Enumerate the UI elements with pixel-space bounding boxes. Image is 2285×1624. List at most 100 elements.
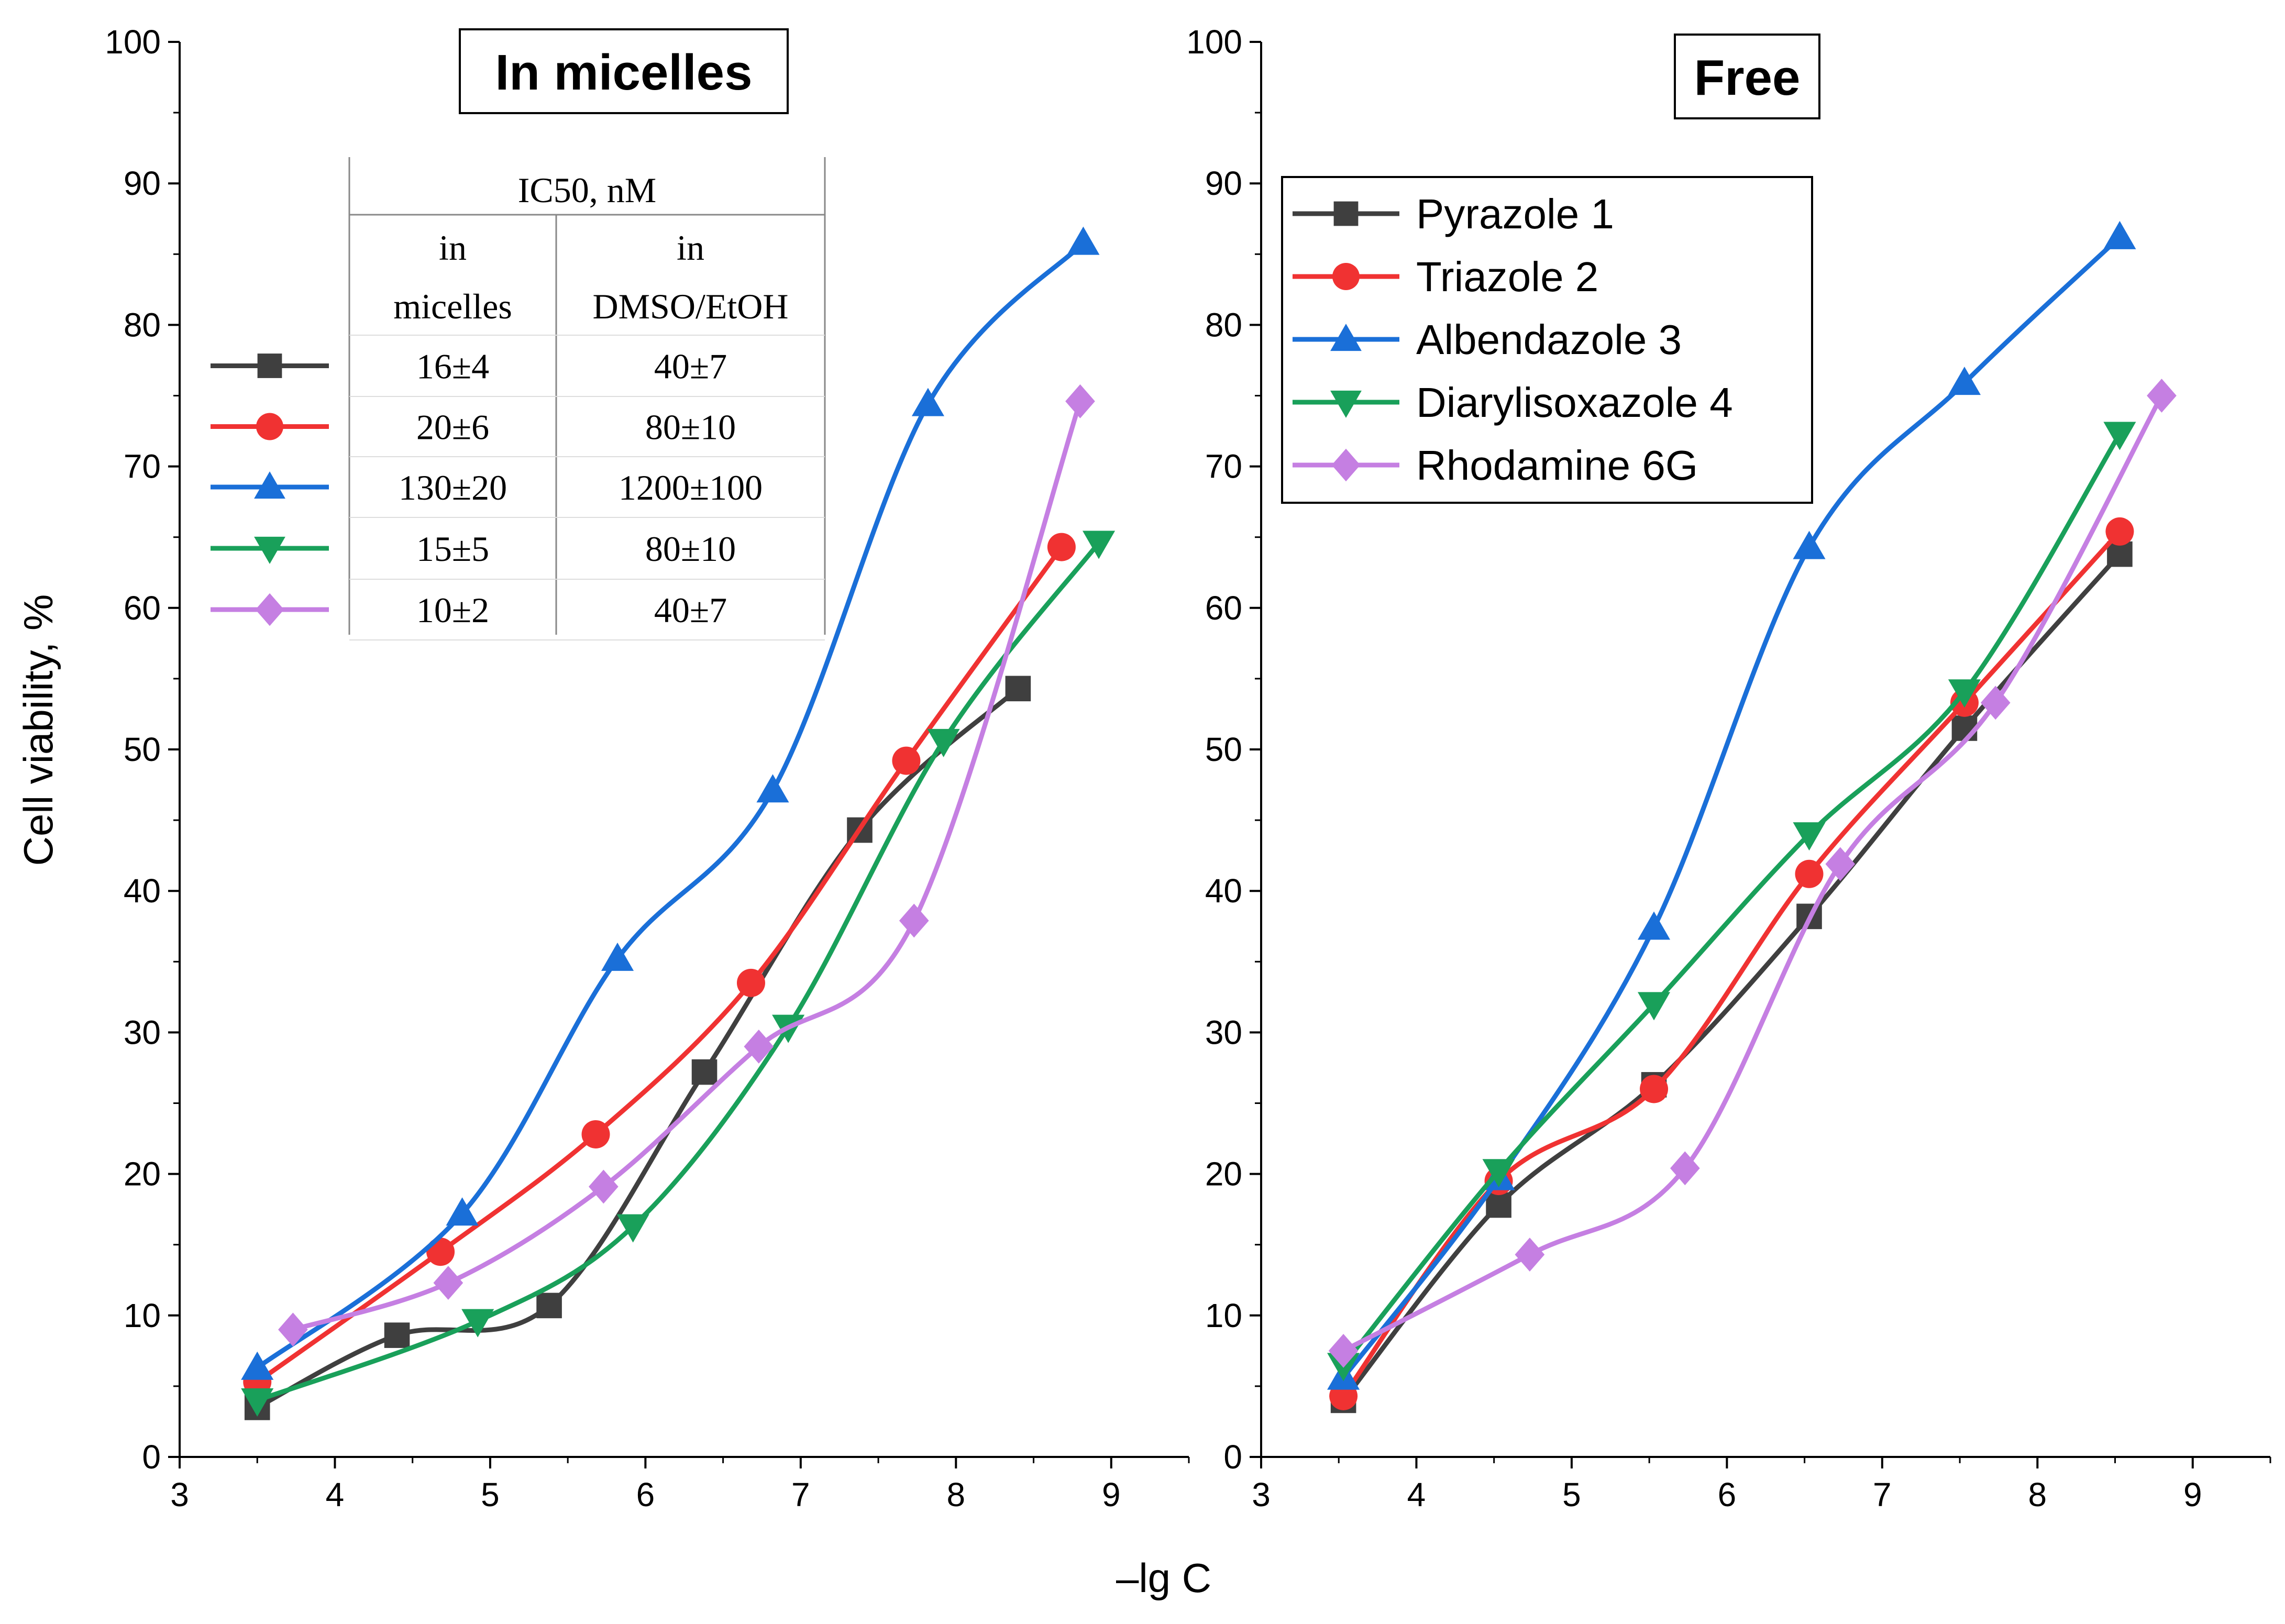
y-tick-label: 80 [124,306,161,344]
data-point-diarylisoxazole-4-5 [1083,531,1116,559]
series-line-triazole-2 [255,545,1064,1385]
legend-marker-rhodamine-6g [1331,448,1361,482]
y-tick-label: 0 [142,1438,161,1476]
y-tick-label: 10 [124,1297,161,1334]
x-tick-label: 7 [791,1476,810,1513]
y-tick-label: 20 [124,1155,161,1193]
series-diarylisoxazole-4 [1327,422,2136,1382]
y-tick-label: 30 [1205,1013,1242,1051]
data-point-diarylisoxazole-4-4 [927,728,960,757]
data-point-triazole-2-1 [426,1238,455,1266]
data-point-albendazole-3-3 [756,774,789,803]
data-point-albendazole-3-5 [2103,220,2136,249]
table-cell-dmso: 1200±100 [619,468,763,507]
data-point-diarylisoxazole-4-0 [241,1388,274,1417]
legend-item-rhodamine-6g: Rhodamine 6G [1293,442,1698,489]
data-point-pyrazole-1-1 [384,1322,410,1348]
data-point-diarylisoxazole-4-2 [1637,992,1671,1021]
panel-in-micelles: 0 10 20 30 40 50 60 70 80 90 100 3 4 5 6 7 8 9 In micelles… [105,23,1190,1513]
data-point-pyrazole-1-5 [2107,541,2133,567]
legend-glyph-diarylisoxazole-4 [211,536,329,564]
table-cell-micelles: 15±5 [416,529,489,569]
data-point-rhodamine-6g-1 [433,1266,463,1300]
y-tick-label: 10 [1205,1297,1242,1334]
table-header: IC50, nM [518,170,656,210]
legend-label: Albendazole 3 [1416,316,1682,363]
series-line-diarylisoxazole-4 [255,540,1101,1403]
series-triazole-2 [1329,517,2134,1410]
table-cell-micelles: 16±4 [416,347,489,386]
table-cell-micelles: 20±6 [416,407,489,447]
series-pyrazole-1 [244,676,1031,1420]
panel-title: In micelles [495,45,753,101]
data-point-rhodamine-6g-1 [1515,1238,1545,1272]
series-pyrazole-1 [1330,541,2133,1413]
y-tick-label: 40 [124,872,161,910]
data-point-pyrazole-1-5 [1005,676,1031,702]
y-tick-label: 40 [1205,872,1242,910]
y-tick-label: 80 [1205,306,1242,344]
data-point-triazole-2-2 [1640,1075,1669,1103]
x-tick-label: 9 [2183,1476,2202,1513]
x-tick-label: 6 [1718,1476,1737,1513]
x-tick-label: 3 [170,1476,189,1513]
y-tick-label: 60 [1205,589,1242,627]
legend-label: Diarylisoxazole 4 [1416,379,1733,426]
data-point-diarylisoxazole-4-5 [2103,422,2136,450]
data-point-diarylisoxazole-4-1 [1482,1159,1515,1188]
data-point-albendazole-3-2 [1637,911,1671,940]
legend-marker-pyrazole-1 [1333,201,1359,226]
x-tick-label: 8 [947,1476,966,1513]
axes: 0 10 20 30 40 50 60 70 80 90 100 3 4 5 6 7 8 9 [105,23,1190,1513]
data-point-rhodamine-6g-0 [1328,1333,1359,1368]
legend-marker-diarylisoxazole-4 [254,536,285,564]
series-line-pyrazole-1 [1341,551,2122,1403]
legend-marker-pyrazole-1 [257,353,282,378]
data-point-diarylisoxazole-4-1 [461,1309,494,1338]
x-tick-label: 9 [1102,1476,1121,1513]
y-tick-label: 70 [1205,448,1242,485]
legend-glyph-rhodamine-6g [211,593,329,626]
y-tick-label: 100 [105,23,161,61]
series-albendazole-3 [241,226,1100,1380]
col-header-micelles: in [439,228,467,268]
series-diarylisoxazole-4 [241,531,1116,1417]
series-rhodamine-6g [1328,379,2177,1368]
legend: Pyrazole 1 Triazole 2 Albendazole 3 Diaryli… [1281,176,1813,504]
col-header-micelles: micelles [393,286,512,326]
legend-label: Rhodamine 6G [1416,442,1698,489]
data-point-albendazole-3-3 [1793,531,1826,559]
legend-label: Pyrazole 1 [1416,191,1614,237]
ic50-table: IC50, nM in micelles in DMSO/EtOH 16±4 40±7 20±… [348,157,826,640]
y-tick-label: 70 [124,448,161,485]
y-tick-label: 90 [1205,164,1242,202]
data-point-rhodamine-6g-4 [1980,686,2011,720]
y-tick-label: 30 [124,1013,161,1051]
legend-label: Triazole 2 [1416,253,1598,300]
panel-free: 0 10 20 30 40 50 60 70 80 90 100 3 4 5 6 7 8 9 Free Pyrazol… [1186,23,2271,1513]
panel-title: Free [1694,50,1801,106]
legend-glyph-pyrazole-1 [211,353,329,378]
y-tick-label: 0 [1223,1438,1242,1476]
data-point-diarylisoxazole-4-2 [616,1214,649,1243]
y-tick-label: 90 [124,164,161,202]
x-tick-label: 4 [326,1476,345,1513]
col-header-dmso: DMSO/EtOH [592,286,788,326]
data-point-albendazole-3-4 [1948,367,1981,395]
data-point-rhodamine-6g-5 [2147,379,2177,413]
table-cell-dmso: 80±10 [645,529,736,569]
series-line-triazole-2 [1341,529,2122,1399]
series-line-diarylisoxazole-4 [1341,432,2122,1367]
y-axis-title: Cell viability, % [15,594,61,866]
data-point-albendazole-3-2 [601,942,634,971]
data-point-pyrazole-1-3 [691,1059,717,1085]
table-cell-dmso: 80±10 [645,407,736,447]
axes: 0 10 20 30 40 50 60 70 80 90 100 3 4 5 6 7 8 9 [1186,23,2271,1513]
table-cell-dmso: 40±7 [654,347,727,386]
series-triazole-2 [243,533,1076,1396]
data-point-triazole-2-4 [892,746,921,775]
y-tick-label: 100 [1186,23,1242,61]
x-tick-label: 3 [1252,1476,1271,1513]
data-point-rhodamine-6g-4 [899,903,929,938]
